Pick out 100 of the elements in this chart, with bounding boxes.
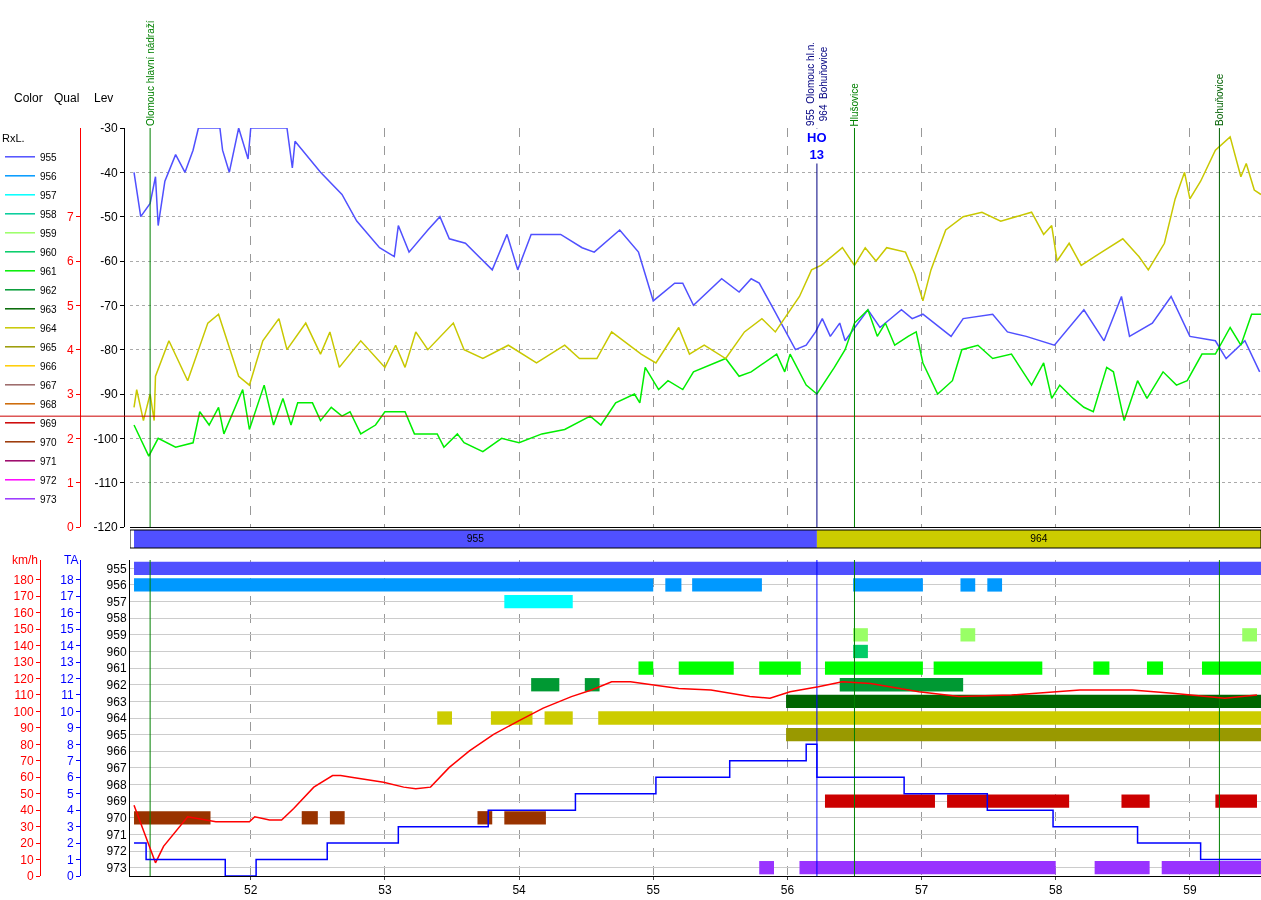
y2-tick-label: 1	[66, 475, 74, 490]
text: Lev	[94, 91, 114, 105]
y-tick-label: 967	[106, 761, 127, 776]
x-tick-label: 57	[914, 883, 929, 898]
y-tick-label: 60	[20, 770, 34, 785]
y-tick-label: 972	[106, 844, 127, 859]
y-tick-label: 20	[20, 836, 34, 851]
y2-tick-label: 13	[60, 655, 74, 670]
x-tick-label: 59	[1183, 883, 1197, 898]
legend-label: 962	[40, 284, 58, 296]
y2-tick-label: 0	[66, 869, 74, 884]
y2-tick-label: 6	[66, 254, 74, 269]
legend-label: 955	[40, 151, 58, 163]
y-tick-label: -110	[94, 475, 118, 490]
legend-label: 966	[40, 360, 58, 372]
text: Color	[14, 91, 43, 105]
legend-label: 965	[40, 341, 58, 353]
y-tick-label: 961	[106, 661, 127, 676]
y2-axis-title: TA	[64, 553, 79, 567]
x-tick-label: 53	[378, 883, 392, 898]
ref-line-label: Bohuňovice	[1213, 73, 1225, 126]
y2-tick-label: 6	[66, 770, 74, 785]
y-tick-label: 962	[106, 677, 127, 692]
y2-tick-label: 9	[66, 721, 74, 736]
y-tick-label: 973	[106, 860, 127, 875]
y-tick-label: 10	[20, 852, 34, 867]
y2-tick-label: 18	[60, 572, 74, 587]
y-tick-label: 110	[14, 688, 34, 703]
y2-tick-label: 16	[60, 605, 74, 620]
y-tick-label: 90	[20, 721, 34, 736]
y-tick-label: 957	[106, 594, 127, 609]
y-tick-label: 969	[106, 794, 127, 809]
y-tick-label: 965	[106, 727, 127, 742]
y-tick-label: 968	[106, 777, 127, 792]
y-tick-label: -100	[93, 431, 118, 446]
legend-label: 956	[40, 170, 58, 182]
y-tick-label: 130	[13, 655, 34, 670]
legend-title: RxL.	[2, 132, 25, 145]
ref-line-label: 955 Olomouc hl.n. 964 Bohuňovice	[804, 41, 829, 126]
legend-label: 967	[40, 379, 58, 391]
y-tick-label: -120	[93, 520, 118, 535]
y-tick-label: -90	[100, 387, 118, 402]
y-tick-label: -80	[100, 342, 118, 357]
y-tick-label: 40	[20, 803, 34, 818]
y2-tick-label: 12	[60, 671, 74, 686]
y2-tick-label: 17	[60, 589, 74, 604]
y2-tick-label: 4	[66, 342, 74, 357]
y2-tick-label: 2	[66, 431, 74, 446]
series-label: 955	[466, 533, 485, 545]
y2-tick-label: 0	[66, 520, 74, 535]
legend-label: 961	[40, 265, 58, 277]
y-tick-label: 964	[106, 711, 127, 726]
y2-tick-label: 7	[66, 209, 74, 224]
y2-tick-label: 5	[66, 298, 74, 313]
y2-tick-label: 8	[66, 737, 74, 752]
legend-label: 958	[40, 208, 58, 220]
y2-tick-label: 14	[60, 638, 74, 653]
series-label: 964	[1030, 533, 1048, 545]
annotation: HO 13	[807, 130, 827, 162]
y2-tick-label: 10	[60, 704, 74, 719]
ref-line-label: Hlušovice	[849, 82, 861, 127]
legend-label: 963	[40, 303, 58, 315]
ref-line-label: Olomouc hlavní nádraží	[145, 20, 157, 127]
legend-label: 970	[40, 436, 58, 448]
y-tick-label: 160	[13, 605, 34, 620]
y2-tick-label: 1	[66, 852, 74, 867]
x-tick-label: 54	[512, 883, 527, 898]
legend-label: 960	[40, 246, 58, 258]
x-tick-label: 56	[780, 883, 795, 898]
legend-label: 964	[40, 322, 58, 334]
y-tick-label: 963	[106, 694, 127, 709]
y-tick-label: 120	[13, 671, 34, 686]
legend-label: 968	[40, 398, 58, 410]
y-tick-label: 150	[13, 622, 34, 637]
y2-tick-label: 7	[66, 753, 74, 768]
text: Qual	[54, 91, 80, 105]
y-tick-label: 70	[20, 753, 34, 768]
y-tick-label: 100	[13, 704, 34, 719]
y2-tick-label: 3	[66, 387, 74, 402]
legend-label: 971	[40, 455, 58, 467]
y-tick-label: 0	[26, 869, 34, 884]
y2-tick-label: 3	[66, 819, 74, 834]
x-tick-label: 55	[646, 883, 661, 898]
y2-tick-label: 5	[66, 786, 74, 801]
y-tick-label: -70	[100, 298, 118, 313]
y-tick-label: 970	[106, 810, 127, 825]
y-tick-label: 956	[106, 578, 127, 593]
legend-label: 973	[40, 493, 58, 505]
y-tick-label: 140	[13, 638, 34, 653]
y-tick-label: -30	[100, 121, 118, 136]
y2-tick-label: 4	[66, 803, 74, 818]
y-tick-label: 959	[106, 628, 127, 643]
legend-label: 969	[40, 417, 58, 429]
y2-tick-label: 2	[66, 836, 74, 851]
legend-label: 972	[40, 474, 58, 486]
legend-label: 957	[40, 189, 58, 201]
y-tick-label: 958	[106, 611, 127, 626]
y-tick-label: 966	[106, 744, 127, 759]
y-tick-label: 170	[13, 589, 34, 604]
y-tick-label: -50	[100, 209, 118, 224]
